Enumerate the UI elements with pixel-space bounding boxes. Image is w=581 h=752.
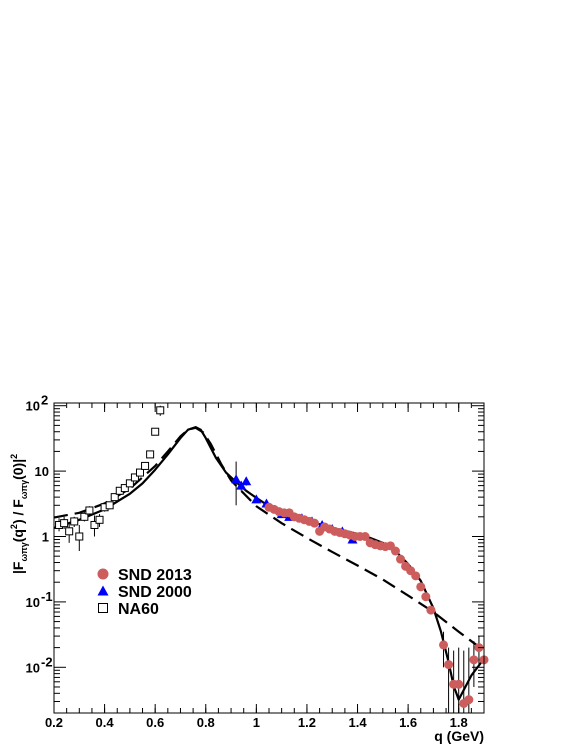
- x-tick-label: 1.4: [348, 715, 367, 730]
- snd2013-point: [439, 640, 449, 650]
- legend: SND 2013 SND 2000 NA60: [97, 567, 192, 618]
- snd2013-point: [411, 571, 421, 581]
- y-tick-label: 10: [26, 595, 40, 610]
- snd2000-point: [236, 480, 247, 490]
- na60-point: [95, 515, 104, 524]
- legend-marker-snd2013: [97, 568, 109, 580]
- legend-marker-na60: [98, 603, 108, 613]
- x-tick-label: 0.2: [45, 715, 63, 730]
- snd2013-point: [390, 546, 400, 556]
- na60-point: [120, 484, 129, 493]
- x-tick-label: 0.6: [146, 715, 164, 730]
- y-title-superscript: 2: [9, 524, 19, 529]
- na60-point: [60, 519, 69, 528]
- na60-point: [151, 427, 160, 436]
- na60-point: [136, 468, 144, 477]
- y-tick-label: 10: [26, 399, 40, 414]
- snd2013-point: [444, 660, 454, 670]
- y-tick-exponent: 2: [41, 393, 48, 408]
- snd2000-point: [231, 474, 242, 484]
- y-tick-label: 10: [35, 464, 49, 479]
- x-tick-labels: 0.2 0.4 0.6 0.8 1 1.2 1.4 1.6 1.8: [45, 715, 468, 730]
- y-title-superscript: 2: [9, 454, 19, 459]
- na60-point: [156, 406, 165, 415]
- x-tick-label: 0.8: [197, 715, 215, 730]
- x-axis-title: q (GeV): [434, 728, 484, 744]
- y-title-subscript: ωπγ: [19, 480, 29, 499]
- y-title-subscript: ωπγ: [19, 542, 29, 561]
- snd2013-point: [416, 582, 426, 592]
- y-title-part: ) / F: [10, 499, 26, 524]
- legend-marker-snd2000: [97, 585, 109, 596]
- snd2013-point: [310, 518, 320, 528]
- y-tick-exponent: -1: [41, 589, 53, 604]
- na60-point: [65, 527, 74, 536]
- x-tick-label: 1: [253, 715, 260, 730]
- na60-point: [85, 506, 94, 515]
- y-title-part: (q: [10, 529, 26, 542]
- x-tick-label: 1.2: [298, 715, 316, 730]
- na60-point: [110, 493, 119, 502]
- legend-label-snd2013: SND 2013: [118, 567, 192, 584]
- data-points: [55, 406, 489, 708]
- snd2013-point: [421, 592, 431, 602]
- dashed-curve: [53, 426, 485, 652]
- x-tick-label: 0.4: [96, 715, 115, 730]
- snd2000-point: [241, 476, 252, 486]
- axis-ticks: [53, 403, 485, 714]
- na60-point: [141, 461, 150, 470]
- y-axis-title: |Fωπγ(q2) / Fωπγ(0)|2: [9, 454, 29, 574]
- x-tick-label: 1.6: [399, 715, 417, 730]
- snd2013-point: [469, 655, 479, 665]
- na60-point: [125, 479, 134, 488]
- legend-label-snd2000: SND 2000: [118, 584, 192, 601]
- na60-point: [80, 512, 89, 521]
- snd2013-point: [360, 531, 370, 541]
- x-tick-label: 1.8: [450, 715, 468, 730]
- svg-text:|Fωπγ(q2) / Fωπγ(0)|2: |Fωπγ(q2) / Fωπγ(0)|2: [9, 454, 29, 574]
- y-tick-label: 1: [42, 529, 49, 544]
- y-title-part: (0)|: [10, 459, 26, 480]
- snd2013-point: [464, 695, 474, 705]
- y-tick-label: 10: [26, 660, 40, 675]
- y-title-part: |F: [10, 561, 26, 574]
- legend-label-na60: NA60: [118, 601, 159, 618]
- na60-point: [130, 473, 139, 482]
- na60-point: [146, 450, 155, 459]
- na60-point: [70, 517, 79, 526]
- na60-point: [75, 532, 84, 541]
- snd2013-point: [454, 679, 464, 689]
- snd2013-point: [396, 554, 406, 564]
- y-tick-exponent: -2: [41, 654, 53, 669]
- na60-point: [105, 501, 114, 510]
- snd2000-point: [251, 494, 262, 504]
- na60-point: [90, 520, 99, 529]
- snd2013-point: [426, 605, 436, 615]
